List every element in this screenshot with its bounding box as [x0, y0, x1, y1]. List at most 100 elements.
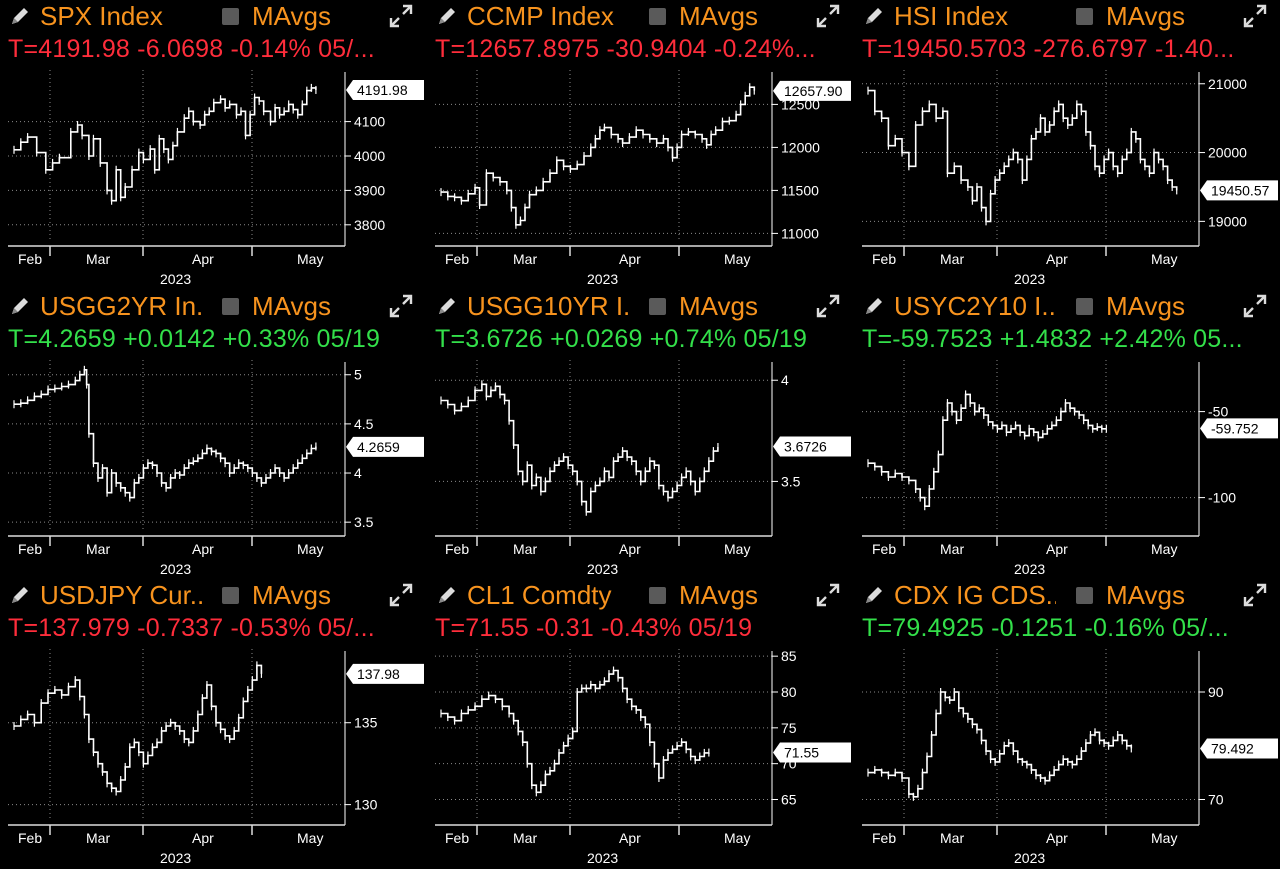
expand-icon[interactable] [388, 582, 414, 608]
chart-panel[interactable]: CDX IG CDS... MAvgs T=79.4925 -0.1251 -0.1… [854, 579, 1280, 869]
month-label: Apr [192, 251, 214, 267]
price-chart[interactable]: 3.5 4 Feb Mar Apr May 2023 3.6726 [427, 356, 853, 580]
mavgs-label[interactable]: MAvgs [679, 1, 758, 31]
month-label: Feb [445, 541, 469, 557]
price-chart[interactable]: 3.5 4 4.5 5 Feb Mar Apr May 2023 4.2659 [0, 356, 426, 580]
ticker-title[interactable]: USYC2Y10 I... [894, 291, 1056, 321]
last-price-callout: 12657.90 [773, 80, 851, 101]
ticker-title[interactable]: CL1 Comdty [467, 580, 612, 610]
pencil-icon[interactable] [8, 583, 32, 607]
expand-icon[interactable] [815, 582, 841, 608]
expand-icon[interactable] [1242, 293, 1268, 319]
price-chart[interactable]: 130 135 Feb Mar Apr May 2023 137.98 [0, 645, 426, 869]
mavgs-label[interactable]: MAvgs [679, 291, 758, 321]
mavgs-label[interactable]: MAvgs [1106, 580, 1185, 610]
ticker-title[interactable]: CDX IG CDS... [894, 580, 1056, 610]
ticker-title[interactable]: CCMP Index [467, 1, 614, 31]
month-label: Feb [445, 251, 469, 267]
mavgs-checkbox[interactable] [222, 298, 239, 315]
month-label: Apr [192, 830, 214, 846]
pencil-icon[interactable] [862, 294, 886, 318]
expand-icon[interactable] [388, 293, 414, 319]
pencil-icon[interactable] [435, 294, 459, 318]
mavgs-checkbox[interactable] [649, 587, 666, 604]
pencil-tip [866, 308, 872, 314]
month-label: May [297, 830, 323, 846]
year-label: 2023 [160, 561, 191, 577]
y-tick-label: 19000 [1208, 213, 1247, 229]
mavgs-label[interactable]: MAvgs [679, 580, 758, 610]
expand-arrows [816, 583, 840, 607]
expand-icon[interactable] [1242, 3, 1268, 29]
ticker-title[interactable]: USDJPY Cur... [40, 580, 202, 610]
chart-panel[interactable]: HSI Index MAvgs T=19450.5703 -276.6797 -1.… [854, 0, 1280, 290]
mavgs-checkbox[interactable] [222, 587, 239, 604]
chart-panel[interactable]: USGG2YR In... MAvgs T=4.2659 +0.0142 +0.33… [0, 290, 426, 580]
pencil-icon[interactable] [862, 583, 886, 607]
mavgs-label[interactable]: MAvgs [1106, 291, 1185, 321]
month-label: May [297, 541, 323, 557]
month-label: Mar [86, 251, 110, 267]
mavgs-label[interactable]: MAvgs [252, 1, 331, 31]
expand-icon[interactable] [815, 3, 841, 29]
month-label: Apr [619, 541, 641, 557]
panel-header: CDX IG CDS... MAvgs [854, 579, 1280, 613]
pencil-tip [866, 597, 872, 603]
month-label: Apr [192, 541, 214, 557]
expand-icon[interactable] [815, 293, 841, 319]
chart-panel[interactable]: USYC2Y10 I... MAvgs T=-59.7523 +1.4832 +2.… [854, 290, 1280, 580]
mavgs-checkbox[interactable] [1076, 587, 1093, 604]
ticker-title[interactable]: USGG2YR In... [40, 291, 202, 321]
chart-panel[interactable]: USDJPY Cur... MAvgs T=137.979 -0.7337 -0.5… [0, 579, 426, 869]
chart-panel[interactable]: CL1 Comdty MAvgs T=71.55 -0.31 -0.43% 05/1… [427, 579, 853, 869]
mavgs-checkbox[interactable] [222, 8, 239, 25]
price-series-line [441, 86, 756, 226]
pencil-icon[interactable] [435, 583, 459, 607]
ticker-title[interactable]: SPX Index [40, 1, 163, 31]
price-chart[interactable]: 19000 20000 21000 Feb Mar Apr May 2023 19450.57 [854, 66, 1280, 290]
expand-icon[interactable] [388, 3, 414, 29]
mavgs-checkbox[interactable] [1076, 298, 1093, 315]
chart-panel[interactable]: SPX Index MAvgs T=4191.98 -6.0698 -0.14% 0… [0, 0, 426, 290]
chart-panel[interactable]: USGG10YR I... MAvgs T=3.6726 +0.0269 +0.74… [427, 290, 853, 580]
price-series-line [868, 393, 1107, 507]
last-price-label: 3.6726 [784, 438, 827, 454]
expand-arrows [389, 4, 413, 28]
pencil-icon[interactable] [862, 4, 886, 28]
price-series-line [441, 669, 710, 794]
panel-header: USGG10YR I... MAvgs [427, 290, 853, 324]
price-chart[interactable]: -100 -50 Feb Mar Apr May 2023 -59.752 [854, 356, 1280, 580]
mavgs-checkbox[interactable] [649, 8, 666, 25]
price-chart[interactable]: 70 90 Feb Mar Apr May 2023 79.492 [854, 645, 1280, 869]
last-price-label: 137.98 [357, 666, 400, 682]
mavgs-label[interactable]: MAvgs [252, 580, 331, 610]
price-series-line [868, 89, 1178, 223]
ticker-title[interactable]: HSI Index [894, 1, 1009, 31]
pencil-icon[interactable] [8, 294, 32, 318]
ticker-title[interactable]: USGG10YR I... [467, 291, 629, 321]
y-tick-label: 20000 [1208, 145, 1247, 161]
last-price-label: 12657.90 [784, 83, 843, 99]
y-tick-label: -100 [1208, 490, 1236, 506]
mavgs-label[interactable]: MAvgs [1106, 1, 1185, 31]
last-price-label: 19450.57 [1211, 182, 1270, 198]
mavgs-checkbox[interactable] [649, 298, 666, 315]
y-tick-label: 4 [781, 372, 789, 388]
mavgs-checkbox[interactable] [1076, 8, 1093, 25]
price-chart[interactable]: 3800 3900 4000 4100 Feb Mar Apr May 2023 4191.98 [0, 66, 426, 290]
month-label: Feb [872, 541, 896, 557]
last-price-callout: 137.98 [346, 663, 424, 684]
month-label: May [1151, 541, 1177, 557]
month-label: Apr [1046, 830, 1068, 846]
pencil-icon[interactable] [8, 4, 32, 28]
pencil-icon[interactable] [435, 4, 459, 28]
last-price-label: 79.492 [1211, 740, 1254, 756]
chart-panel[interactable]: CCMP Index MAvgs T=12657.8975 -30.9404 -0.… [427, 0, 853, 290]
y-tick-label: 80 [781, 684, 797, 700]
expand-arrows [1243, 294, 1267, 318]
expand-icon[interactable] [1242, 582, 1268, 608]
y-tick-label: 3.5 [354, 514, 374, 530]
mavgs-label[interactable]: MAvgs [252, 291, 331, 321]
